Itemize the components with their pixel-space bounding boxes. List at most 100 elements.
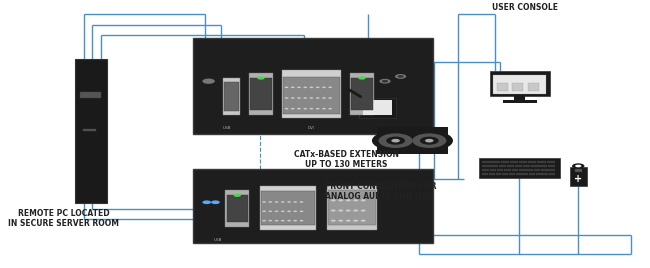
Bar bbox=[529, 173, 535, 175]
Circle shape bbox=[291, 97, 294, 99]
Circle shape bbox=[300, 220, 304, 221]
Bar bbox=[490, 165, 498, 167]
Bar bbox=[352, 78, 372, 110]
Text: FRONT CONNECTORS FOR
ANALOG AUDIO AND USB: FRONT CONNECTORS FOR ANALOG AUDIO AND US… bbox=[325, 182, 437, 201]
Circle shape bbox=[304, 97, 307, 99]
Circle shape bbox=[300, 211, 304, 212]
Circle shape bbox=[353, 210, 358, 211]
Circle shape bbox=[338, 199, 343, 202]
Bar bbox=[526, 169, 533, 171]
Bar bbox=[363, 100, 393, 115]
Bar bbox=[543, 173, 548, 175]
Bar bbox=[410, 128, 448, 154]
Circle shape bbox=[293, 201, 297, 203]
Circle shape bbox=[262, 211, 266, 212]
Circle shape bbox=[361, 219, 366, 222]
Bar bbox=[224, 82, 239, 111]
Bar bbox=[376, 128, 415, 154]
Bar bbox=[249, 73, 273, 115]
Circle shape bbox=[304, 108, 307, 109]
Bar bbox=[503, 100, 537, 103]
Bar bbox=[540, 165, 547, 167]
Circle shape bbox=[380, 79, 391, 84]
Bar bbox=[549, 169, 555, 171]
Bar bbox=[223, 78, 240, 115]
Circle shape bbox=[575, 165, 581, 167]
Circle shape bbox=[358, 76, 366, 80]
Text: +: + bbox=[574, 173, 582, 184]
Bar bbox=[226, 190, 249, 227]
Bar bbox=[512, 169, 518, 171]
Bar bbox=[502, 173, 508, 175]
Circle shape bbox=[309, 97, 313, 99]
Bar bbox=[528, 83, 539, 91]
Circle shape bbox=[316, 97, 320, 99]
Circle shape bbox=[211, 200, 220, 204]
Bar bbox=[541, 169, 547, 171]
Circle shape bbox=[425, 139, 434, 143]
Bar bbox=[569, 167, 587, 186]
Bar bbox=[491, 161, 500, 163]
Circle shape bbox=[300, 201, 304, 203]
Circle shape bbox=[412, 133, 447, 148]
Bar bbox=[515, 165, 522, 167]
Circle shape bbox=[346, 210, 351, 211]
Circle shape bbox=[331, 210, 336, 211]
Bar bbox=[548, 165, 555, 167]
Bar bbox=[359, 98, 396, 118]
Circle shape bbox=[291, 108, 294, 109]
Circle shape bbox=[346, 219, 351, 222]
Bar bbox=[514, 95, 525, 101]
Bar bbox=[250, 78, 272, 110]
Circle shape bbox=[297, 108, 301, 109]
Circle shape bbox=[406, 131, 453, 151]
Circle shape bbox=[293, 211, 297, 212]
Bar bbox=[490, 70, 549, 96]
Circle shape bbox=[309, 108, 313, 109]
Circle shape bbox=[285, 97, 289, 99]
Bar bbox=[549, 173, 555, 175]
Circle shape bbox=[391, 139, 400, 143]
Circle shape bbox=[285, 87, 289, 88]
Circle shape bbox=[338, 210, 343, 211]
Bar bbox=[531, 165, 539, 167]
Bar bbox=[478, 158, 560, 178]
Circle shape bbox=[386, 137, 405, 145]
Circle shape bbox=[275, 211, 278, 212]
Bar bbox=[482, 173, 488, 175]
Bar bbox=[507, 165, 514, 167]
Circle shape bbox=[398, 75, 404, 78]
Circle shape bbox=[287, 211, 291, 212]
Circle shape bbox=[281, 201, 285, 203]
Bar bbox=[575, 169, 582, 172]
Circle shape bbox=[361, 199, 366, 202]
Text: USER CONSOLE: USER CONSOLE bbox=[491, 3, 558, 12]
Bar bbox=[534, 169, 540, 171]
Bar bbox=[519, 169, 525, 171]
Circle shape bbox=[331, 199, 336, 202]
Bar bbox=[261, 191, 315, 225]
Circle shape bbox=[322, 108, 326, 109]
Text: CATx-BASED EXTENSION
UP TO 130 METERS: CATx-BASED EXTENSION UP TO 130 METERS bbox=[294, 150, 399, 169]
Circle shape bbox=[361, 210, 366, 211]
Circle shape bbox=[293, 220, 297, 221]
Circle shape bbox=[262, 201, 266, 203]
Bar bbox=[500, 161, 509, 163]
Circle shape bbox=[287, 220, 291, 221]
Bar bbox=[227, 195, 248, 222]
Circle shape bbox=[372, 131, 419, 151]
Circle shape bbox=[268, 211, 272, 212]
Bar bbox=[193, 169, 433, 243]
Bar bbox=[80, 92, 101, 98]
Text: REMOTE PC LOCATED
IN SECURE SERVER ROOM: REMOTE PC LOCATED IN SECURE SERVER ROOM bbox=[8, 209, 119, 228]
Circle shape bbox=[382, 80, 388, 83]
Bar bbox=[83, 129, 96, 131]
Circle shape bbox=[268, 201, 272, 203]
Circle shape bbox=[328, 108, 332, 109]
Bar bbox=[519, 161, 527, 163]
Bar bbox=[282, 70, 341, 118]
Circle shape bbox=[346, 199, 351, 202]
Circle shape bbox=[572, 163, 584, 169]
Circle shape bbox=[338, 219, 343, 222]
Bar bbox=[497, 169, 504, 171]
